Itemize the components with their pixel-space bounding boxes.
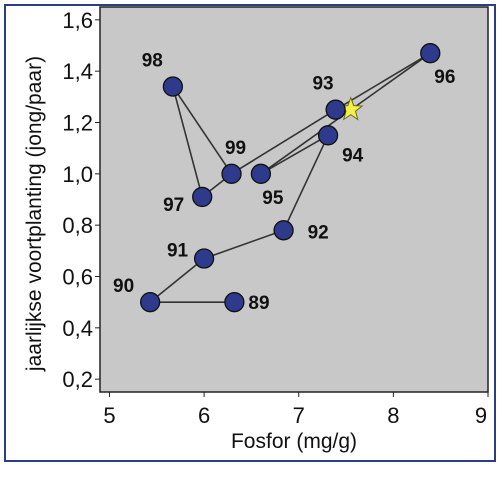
y-tick-label: 1,6 xyxy=(62,8,93,33)
y-tick-label: 1,0 xyxy=(62,162,93,187)
x-tick-label: 6 xyxy=(198,403,210,428)
x-tick-label: 8 xyxy=(387,403,399,428)
plot-area xyxy=(99,6,489,393)
point-labels: 89 90 91 92 93 94 95 96 97 98 99 xyxy=(113,51,455,315)
data-point-99 xyxy=(221,163,242,184)
x-axis-title: Fosfor (mg/g) xyxy=(231,430,357,453)
data-point-94 xyxy=(317,125,339,146)
data-point-93 xyxy=(325,99,346,120)
connecting-lines xyxy=(149,52,431,303)
y-axis-title: jaarlijkse voortplanting (jong/paar) xyxy=(23,56,46,372)
point-label-99: 99 xyxy=(225,138,246,159)
data-point-90 xyxy=(140,292,161,313)
line-segment-91-92 xyxy=(203,229,284,260)
point-label-95: 95 xyxy=(262,188,284,209)
point-label-97: 97 xyxy=(163,195,184,216)
line-segment-99-98 xyxy=(172,86,233,175)
x-tick-label: 5 xyxy=(103,403,115,428)
y-tick-label: 0,8 xyxy=(62,213,93,238)
data-point-97 xyxy=(192,186,213,208)
line-segment-90-91 xyxy=(149,257,205,303)
data-points xyxy=(140,43,441,313)
y-tick-label: 0,6 xyxy=(62,265,93,290)
data-point-95 xyxy=(250,163,272,184)
line-segment-98-97 xyxy=(172,86,203,198)
line-segment-92-94 xyxy=(282,134,329,231)
x-tick-label: 9 xyxy=(475,403,487,428)
point-label-98: 98 xyxy=(142,51,163,72)
y-tick-label: 1,2 xyxy=(62,111,93,136)
point-label-93: 93 xyxy=(312,74,333,95)
x-tick-label: 7 xyxy=(293,403,305,428)
x-ticks: 5 6 7 8 9 xyxy=(103,392,489,428)
data-point-89 xyxy=(224,292,245,313)
point-label-90: 90 xyxy=(113,276,134,297)
line-segment-93-99 xyxy=(231,108,337,175)
y-tick-label: 1,4 xyxy=(62,59,93,84)
data-point-98 xyxy=(162,76,184,97)
y-tick-label: 0,4 xyxy=(62,316,93,341)
data-point-96 xyxy=(420,43,441,64)
point-label-96: 96 xyxy=(434,67,455,88)
point-label-92: 92 xyxy=(308,222,329,243)
data-point-92 xyxy=(273,220,294,241)
line-segment-94-95 xyxy=(260,134,329,175)
y-ticks: 0,2 0,4 0,6 0,8 1,0 1,2 1,4 1,6 xyxy=(62,8,100,392)
data-point-91 xyxy=(193,248,215,269)
y-tick-label: 0,2 xyxy=(62,367,93,392)
point-label-89: 89 xyxy=(248,293,269,314)
point-label-94: 94 xyxy=(342,145,364,166)
point-label-91: 91 xyxy=(167,241,189,262)
